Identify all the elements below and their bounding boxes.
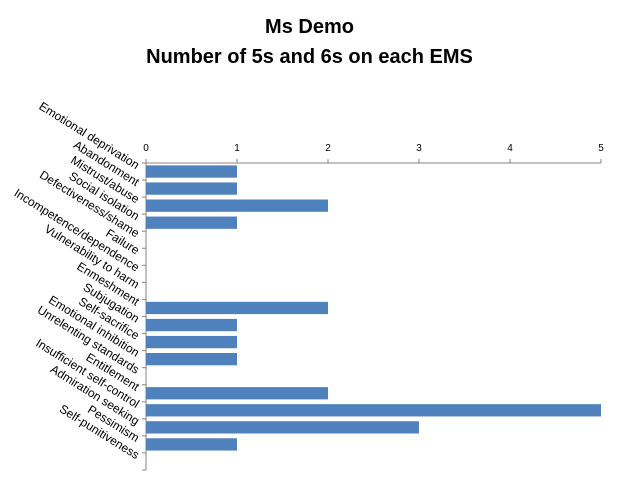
x-tick-label: 1	[234, 143, 240, 154]
chart-title-line-2: Number of 5s and 6s on each EMS	[146, 46, 473, 68]
bar	[146, 199, 328, 212]
chart-title-line-1: Ms Demo	[265, 16, 354, 38]
bar	[146, 165, 237, 178]
bar	[146, 387, 328, 400]
x-tick-label: 3	[416, 143, 422, 154]
bar	[146, 335, 237, 349]
bar	[146, 421, 419, 434]
bar	[146, 438, 237, 451]
x-tick-label: 4	[507, 143, 513, 154]
x-tick-label: 2	[325, 143, 331, 154]
bar	[146, 182, 237, 195]
bar	[146, 216, 237, 229]
bar	[146, 404, 601, 417]
bar	[146, 301, 328, 315]
x-tick-label: 0	[143, 143, 149, 154]
x-tick-label: 5	[598, 143, 604, 154]
bar	[146, 318, 237, 332]
bar	[146, 352, 237, 366]
